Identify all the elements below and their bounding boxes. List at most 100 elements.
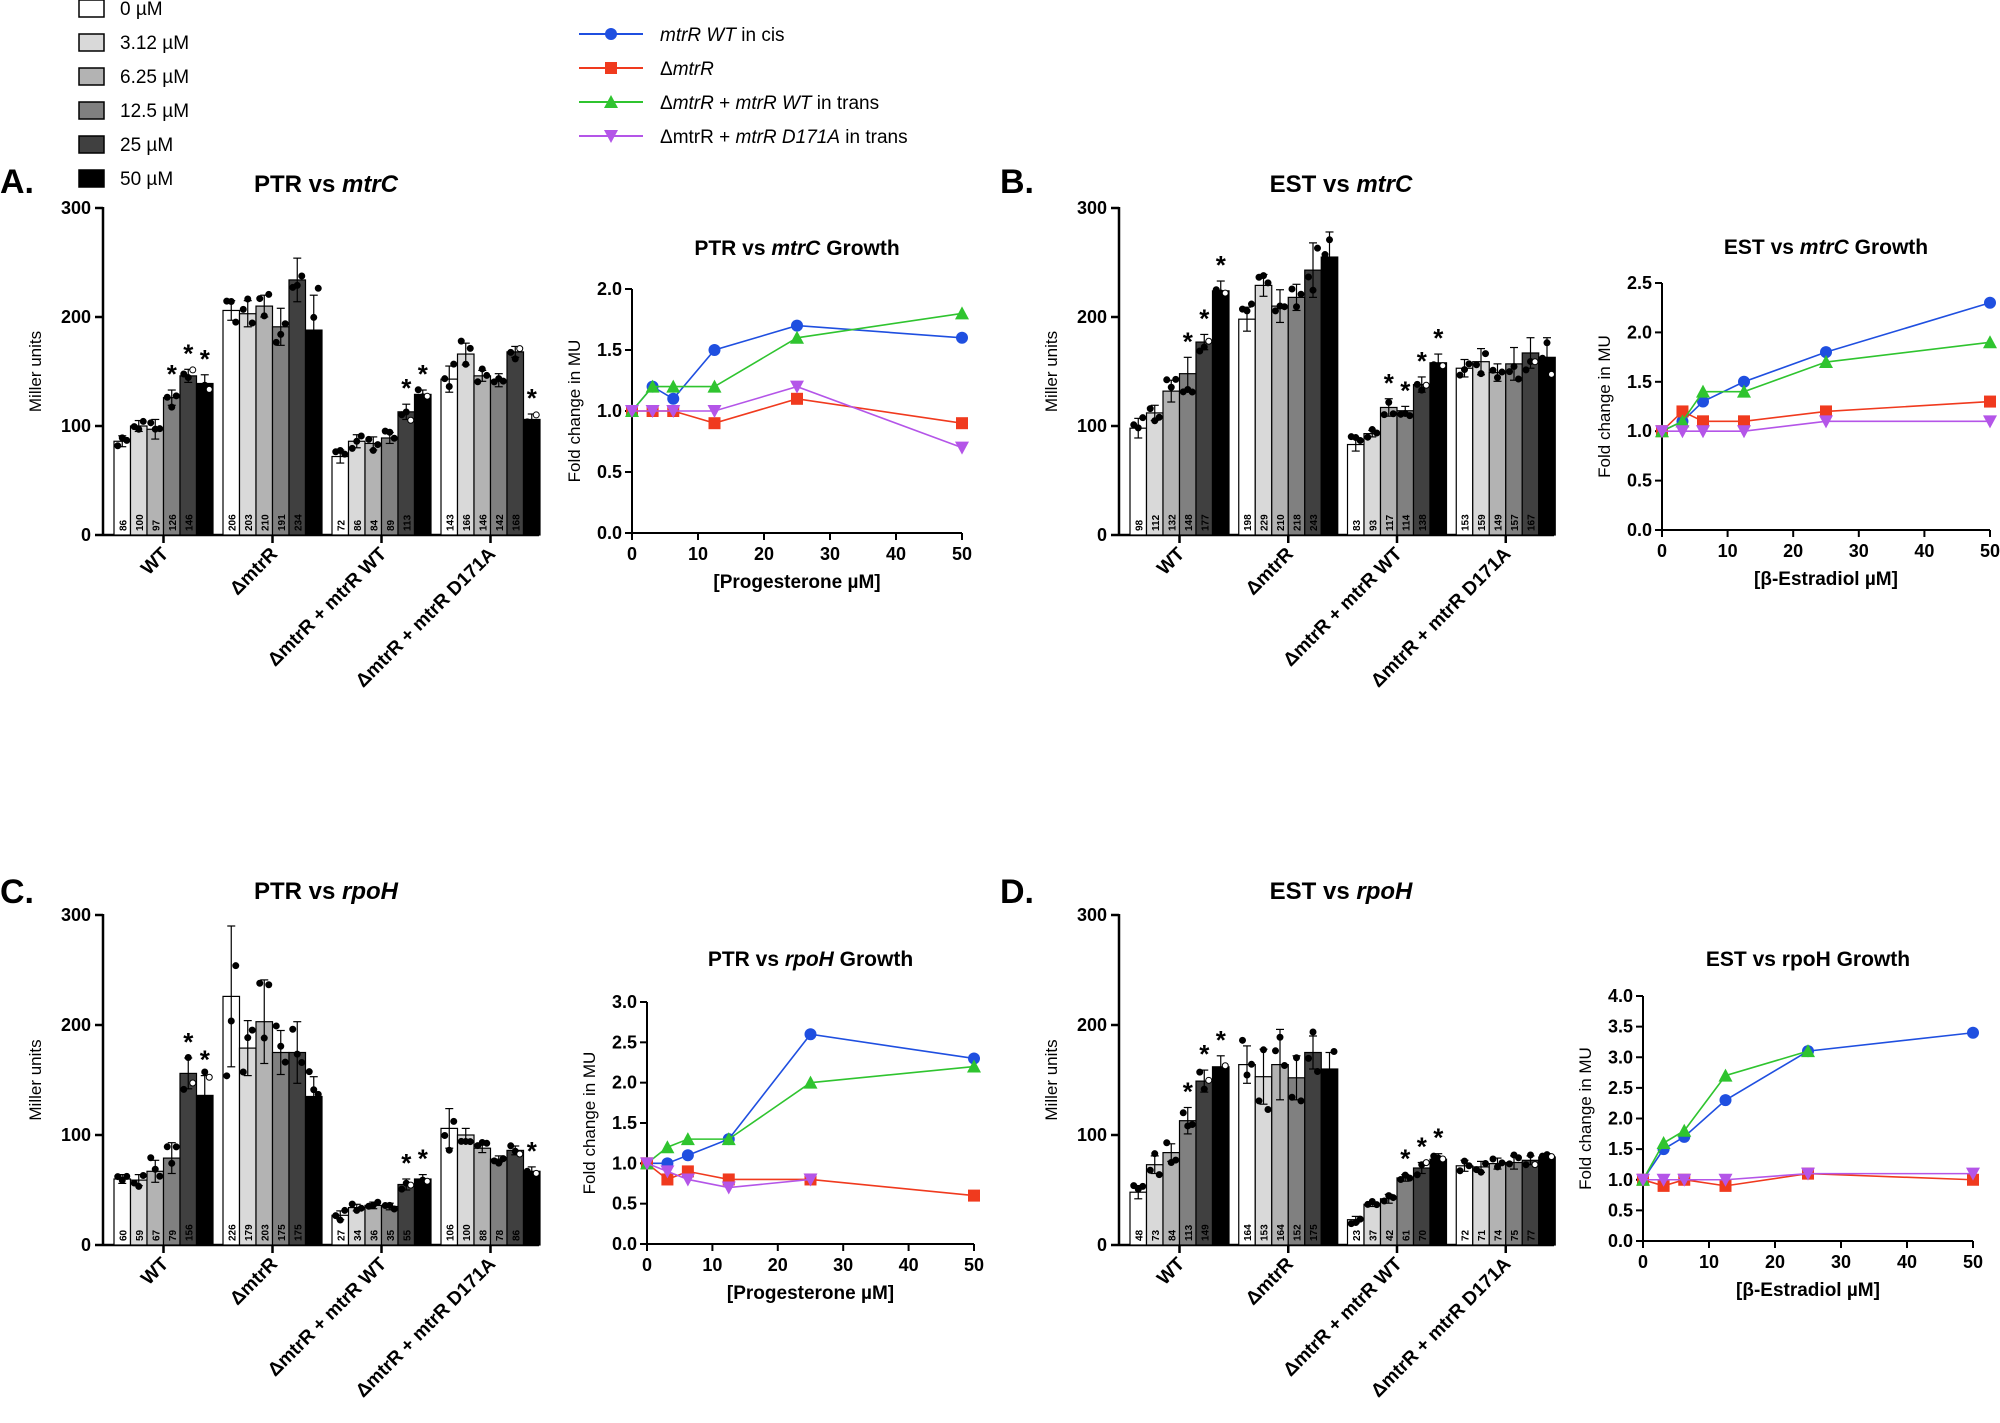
bar-value-label: 42 [1385, 1229, 1396, 1241]
legend-strain-label-part-1: mtrR [673, 59, 714, 80]
legend-conc-label: 25 µM [120, 135, 173, 156]
bar-value-label: 179 [244, 1224, 255, 1241]
data-dot [1179, 1109, 1187, 1117]
data-dot [1248, 300, 1255, 308]
data-dot [336, 447, 344, 455]
data-dot [402, 408, 410, 416]
chart-title-part-0: EST vs [1724, 236, 1800, 259]
data-dot [423, 1177, 431, 1185]
x-tick-label: 50 [964, 1255, 984, 1275]
significance-star: * [1417, 1132, 1428, 1162]
series-point [1820, 346, 1832, 359]
significance-star: * [183, 1027, 194, 1057]
bar-value-label: 74 [1494, 1229, 1505, 1241]
x-tick-label: 40 [886, 544, 906, 564]
data-dot [256, 295, 264, 303]
chart-title-part-1: mtrC [342, 171, 399, 198]
data-dot [256, 979, 264, 987]
data-dot [293, 281, 301, 289]
data-dot [1406, 1174, 1414, 1182]
chart-title-part-1: rpoH [1356, 878, 1413, 905]
bar [506, 351, 525, 536]
bar [288, 279, 307, 536]
data-dot [516, 1150, 524, 1158]
bar-value-label: 158 [1434, 514, 1445, 531]
series-line [1642, 1031, 1974, 1181]
x-tick-label: 30 [1831, 1252, 1851, 1272]
data-dot [1167, 383, 1175, 391]
data-dot [1130, 1182, 1138, 1190]
legend-strain-marker [605, 62, 617, 74]
bar [489, 379, 508, 536]
data-dot [1196, 347, 1204, 355]
legend-strain-label: ΔmtrR + mtrR D171A in trans [660, 127, 908, 148]
group-label: ΔmtrR + mtrR WT [1279, 543, 1406, 670]
bar-value-label: 67 [528, 1229, 539, 1241]
bar [1320, 1068, 1339, 1246]
x-tick-label: 20 [1783, 541, 1803, 561]
data-dot [1217, 1077, 1225, 1085]
bar-value-label: 86 [511, 1229, 522, 1241]
bar [1455, 367, 1474, 536]
data-dot [248, 319, 256, 327]
data-dot [1330, 1047, 1338, 1055]
data-dot [239, 305, 247, 313]
data-dot [1309, 1028, 1317, 1036]
data-dot [118, 1176, 126, 1184]
data-dot [248, 1026, 256, 1034]
data-dot [139, 417, 147, 425]
chart-title-part-1: mtrC [1356, 171, 1413, 198]
bar-value-label: 149 [1200, 1224, 1211, 1241]
bar-value-label: 146 [184, 514, 195, 531]
data-dot [1305, 1054, 1312, 1062]
significance-star: * [1433, 1123, 1444, 1153]
bar-value-label: 234 [293, 514, 304, 531]
bar-value-label: 100 [462, 1224, 473, 1241]
data-dot [135, 425, 143, 433]
series-point [1697, 415, 1709, 428]
data-dot [507, 348, 515, 356]
bar-value-label: 210 [1276, 514, 1287, 531]
chart-5: PTR vs rpoH Growth 0.0 0.5 1.0 1.5 2.0 2.5 3.0 0… [580, 948, 984, 1304]
series-point [1697, 395, 1709, 408]
x-tick-label: 20 [1765, 1252, 1785, 1272]
data-dot [511, 355, 519, 363]
significance-star: * [1183, 326, 1194, 356]
y-tick-label: 0.5 [1608, 1200, 1633, 1220]
y-tick-label: 1.0 [612, 1153, 637, 1173]
data-dot [1188, 388, 1196, 396]
bar [238, 1047, 257, 1246]
bar-value-label: 113 [402, 514, 413, 531]
legend-strain-marker [605, 28, 617, 40]
data-dot [369, 446, 377, 454]
chart-6: D. EST vs rpoH 0 100 200 300 Miller units WT 48 7… [1000, 873, 1556, 1402]
significance-star: * [167, 359, 178, 389]
group-label: ΔmtrR + mtrR WT [264, 543, 391, 670]
chart-title-part-1: rpoH [342, 878, 399, 905]
bar [1472, 361, 1490, 536]
series-point [956, 331, 968, 344]
y-axis-label: Fold change in MU [1595, 335, 1614, 478]
chart-title: EST vs mtrC [1270, 171, 1413, 198]
series-point [680, 1173, 695, 1187]
bar-value-label: 112 [1151, 514, 1162, 531]
y-tick-label: 2.5 [612, 1032, 637, 1052]
bar-value-label: 163 [1543, 514, 1554, 531]
data-dot [201, 381, 209, 389]
series-point [1801, 1167, 1815, 1181]
data-dot [495, 1159, 503, 1167]
bar-value-label: 61 [1401, 1229, 1412, 1241]
bar-value-label: 114 [1401, 514, 1412, 531]
y-tick-label: 3.0 [612, 992, 637, 1012]
series-point [1718, 1173, 1733, 1187]
bar-value-label: 159 [1477, 514, 1488, 531]
series-point [666, 379, 681, 393]
bar-value-label: 48 [1134, 1229, 1145, 1241]
data-dot [474, 378, 482, 386]
series-point [803, 1173, 818, 1187]
bar [179, 1072, 198, 1246]
significance-star: * [1433, 323, 1444, 353]
data-dot [189, 1079, 197, 1087]
